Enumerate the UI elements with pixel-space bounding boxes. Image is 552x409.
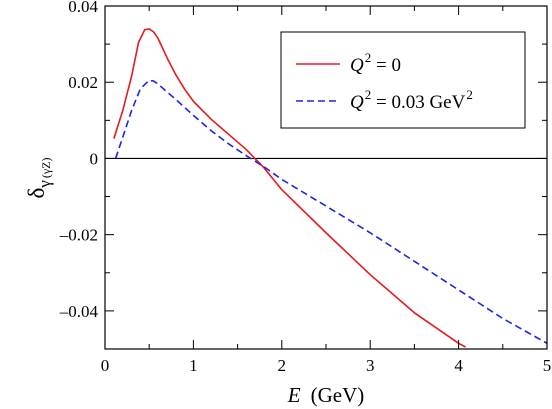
x-tick-label: 2 <box>278 356 287 375</box>
y-tick-label: 0.02 <box>68 73 98 92</box>
y-axis-sub-gammaz: (γZ) <box>39 158 53 179</box>
legend-unit: GeV <box>429 92 465 113</box>
y-tick-label: 0.04 <box>68 0 98 16</box>
series-line-1 <box>114 79 547 344</box>
legend-label-q2-0: Q2 = 0 <box>350 50 401 76</box>
legend-box <box>280 31 526 129</box>
y-tick-label: –0.04 <box>59 302 99 321</box>
legend-label-q2-003: Q2 = 0.03 GeV2 <box>350 87 473 113</box>
x-tick-label: 1 <box>189 356 198 375</box>
y-axis-sub-gamma: γ <box>35 180 54 189</box>
legend-rest: = 0.03 <box>371 92 429 113</box>
x-tick-label: 0 <box>101 356 110 375</box>
legend-var: Q <box>350 55 364 76</box>
x-tick-labels: 0 1 2 3 4 5 <box>101 356 552 375</box>
ticks-layer <box>104 5 548 350</box>
y-tick-label: –0.02 <box>59 226 98 245</box>
x-tick-label: 3 <box>366 356 375 375</box>
x-axis-unit: (GeV) <box>311 383 365 407</box>
legend-var: Q <box>350 92 364 113</box>
x-axis-variable: E <box>287 383 301 407</box>
legend-sup: 2 <box>365 50 372 65</box>
legend-unit-sup: 2 <box>466 87 473 102</box>
y-axis-delta: δ <box>24 188 49 199</box>
y-tick-labels: –0.04 –0.02 0 0.02 0.04 <box>59 0 99 321</box>
series-layer <box>113 28 547 348</box>
x-tick-label: 5 <box>543 356 552 375</box>
legend-rest: = 0 <box>371 55 401 76</box>
y-tick-label: 0 <box>90 149 99 168</box>
y-axis-title: δγ(γZ) <box>24 158 54 199</box>
series-line-0 <box>113 28 467 348</box>
x-tick-label: 4 <box>454 356 463 375</box>
x-axis-title: E (GeV) <box>287 383 364 407</box>
legend-sup: 2 <box>365 87 372 102</box>
legend: Q2 = 0 Q2 = 0.03 GeV2 <box>280 31 526 129</box>
